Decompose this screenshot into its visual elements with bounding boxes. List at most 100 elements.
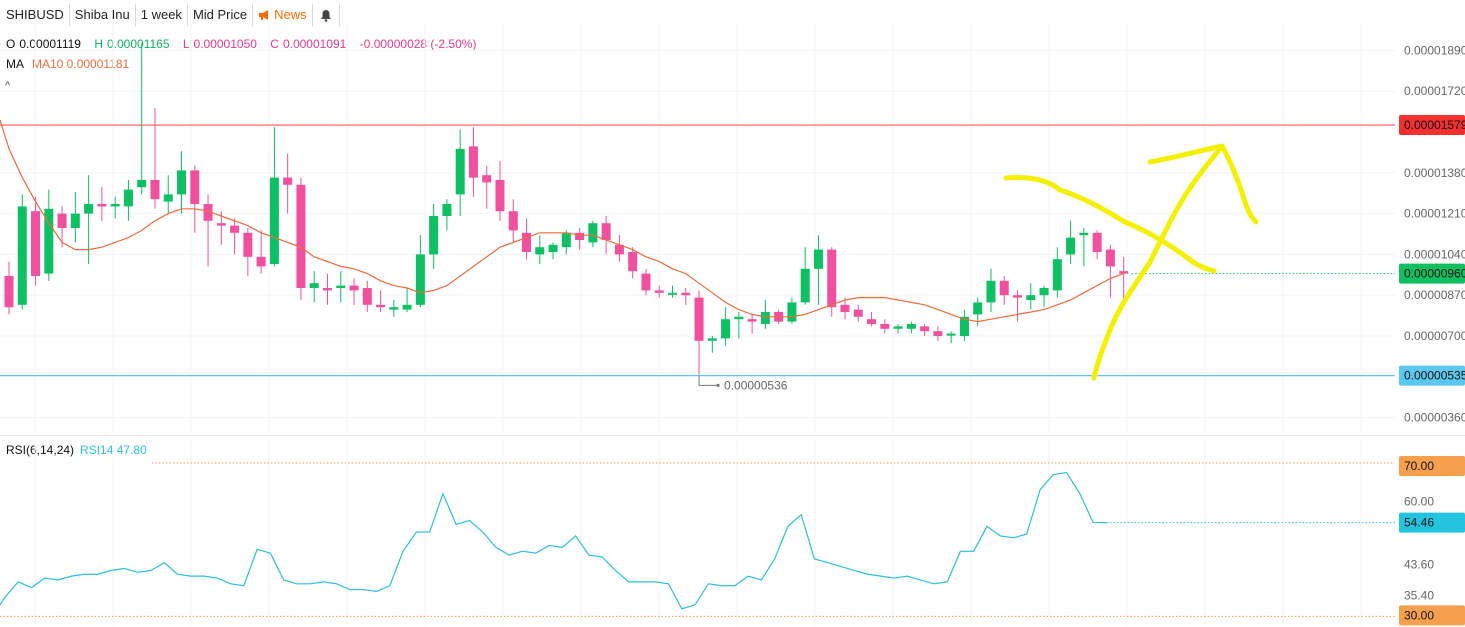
low-marker-label: 0.00000536: [724, 378, 788, 392]
candle-up: [1039, 285, 1049, 308]
candle-body: [946, 333, 956, 336]
interval-button[interactable]: 1 week: [136, 4, 188, 26]
candle-body: [1092, 232, 1102, 252]
candle-body: [376, 304, 386, 308]
candle-body: [309, 283, 319, 288]
alert-button[interactable]: [313, 4, 340, 26]
candle-body: [1052, 259, 1062, 291]
candle-down: [468, 127, 478, 197]
asset-name: Shiba Inu: [70, 4, 136, 26]
candle-body: [203, 204, 213, 221]
candle-body: [31, 211, 41, 276]
candle-up: [893, 324, 903, 334]
candle-down: [575, 228, 585, 250]
candle-up: [1066, 220, 1076, 264]
candle-body: [614, 244, 624, 255]
candle-body: [601, 223, 611, 240]
resistance-tag-box: [1399, 115, 1465, 136]
candle-up: [535, 235, 545, 264]
candle-up: [1079, 228, 1089, 267]
candle-up: [137, 43, 147, 195]
candle-down: [57, 206, 67, 248]
overbought-tag-box: [1399, 456, 1465, 477]
candle-body: [668, 292, 677, 295]
candle-down: [1013, 290, 1023, 322]
oversold-tag-box: [1399, 605, 1465, 626]
candle-body: [654, 290, 664, 293]
candle-body: [17, 206, 27, 305]
support-tag-text: 0.00000535: [1404, 369, 1465, 383]
open-label: O: [6, 37, 16, 51]
candle-body: [681, 292, 691, 296]
candle-body: [57, 213, 67, 228]
rsi-current-tag-box: [1399, 512, 1465, 533]
candle-body: [561, 232, 571, 248]
candle-up: [110, 196, 120, 219]
current-price-tag: 0.00000960: [1399, 263, 1465, 284]
candle-body: [760, 312, 770, 324]
candle-body: [177, 170, 187, 195]
candle-body: [1079, 232, 1089, 236]
price-type-button[interactable]: Mid Price: [188, 4, 254, 26]
candle-body: [429, 216, 439, 255]
grid: [0, 24, 1465, 626]
candle-up: [84, 175, 94, 264]
candle-down: [256, 230, 266, 274]
ma-line: [0, 119, 1124, 323]
candle-down: [150, 108, 160, 209]
candle-body: [880, 324, 890, 329]
candle-down: [628, 247, 638, 279]
low-marker-dot: [716, 383, 720, 387]
candle-body: [269, 177, 279, 264]
candle-body: [853, 309, 863, 317]
collapse-legend-icon[interactable]: ^: [5, 80, 11, 92]
candle-down: [681, 288, 691, 305]
candle-up: [44, 189, 54, 281]
candle-down: [1119, 256, 1129, 300]
price-tick-label: 0.00001380: [1404, 166, 1465, 180]
price-tick-label: 0.00001720: [1404, 84, 1465, 98]
candle-down: [1092, 230, 1102, 260]
rsi14-path: [0, 471, 1107, 610]
candle-body: [322, 288, 332, 291]
low-marker: 0.00000536: [698, 375, 788, 392]
candle-body: [906, 324, 916, 329]
annotation-arrow-head: [1147, 143, 1259, 225]
overbought-tag-text: 70.00: [1404, 459, 1434, 473]
candle-down: [349, 278, 359, 305]
candle-body: [588, 223, 598, 243]
oversold-tag: 30.00: [1399, 605, 1465, 626]
candle-body: [959, 316, 969, 336]
candle-body: [827, 249, 837, 308]
close-value: 0.00001091: [282, 37, 347, 51]
candle-body: [495, 180, 505, 212]
ma-legend: MA MA10 0.00001181: [6, 57, 129, 71]
candles: [4, 43, 1129, 375]
candle-body: [296, 184, 306, 288]
candle-body: [1039, 288, 1049, 296]
annotation-breakout-arrow-shaft: [1091, 143, 1225, 381]
candle-body: [1066, 237, 1076, 255]
news-button[interactable]: News: [253, 4, 313, 26]
candle-body: [535, 247, 545, 255]
candle-body: [468, 146, 478, 178]
rsi-tick-label: 60.00: [1404, 494, 1434, 508]
candle-body: [813, 249, 823, 269]
symbol-label[interactable]: SHIBUSD: [0, 4, 70, 26]
candle-body: [349, 285, 359, 291]
candle-body: [522, 232, 532, 252]
candle-down: [999, 276, 1009, 305]
candle-down: [296, 177, 306, 300]
candle-down: [322, 273, 332, 305]
low-marker-connector: [698, 375, 718, 386]
candle-up: [163, 175, 173, 214]
candle-down: [853, 304, 863, 322]
candle-body: [628, 252, 638, 272]
candle-body: [362, 288, 372, 305]
candle-down: [694, 290, 704, 375]
price-tick-label: 0.00000870: [1404, 288, 1465, 302]
candle-body: [44, 208, 54, 274]
close-label: C: [270, 37, 279, 51]
candle-down: [495, 160, 505, 221]
